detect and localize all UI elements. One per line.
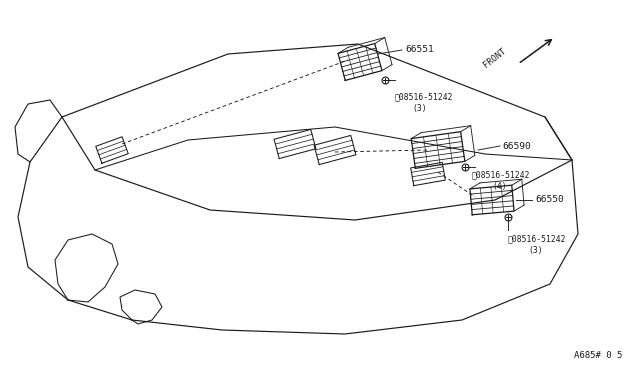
Text: Ⓝ08516-51242: Ⓝ08516-51242 (508, 234, 566, 243)
Text: 66590: 66590 (502, 141, 531, 151)
Text: (4): (4) (492, 182, 507, 191)
Text: Ⓝ08516-51242: Ⓝ08516-51242 (395, 92, 454, 101)
Text: 66550: 66550 (535, 196, 564, 205)
Text: Ⓝ08516-51242: Ⓝ08516-51242 (472, 170, 531, 179)
Text: 66551: 66551 (405, 45, 434, 55)
Text: (3): (3) (412, 104, 427, 113)
Text: A685# 0 5: A685# 0 5 (573, 351, 622, 360)
Text: (3): (3) (528, 246, 543, 255)
Text: FRONT: FRONT (482, 47, 508, 70)
